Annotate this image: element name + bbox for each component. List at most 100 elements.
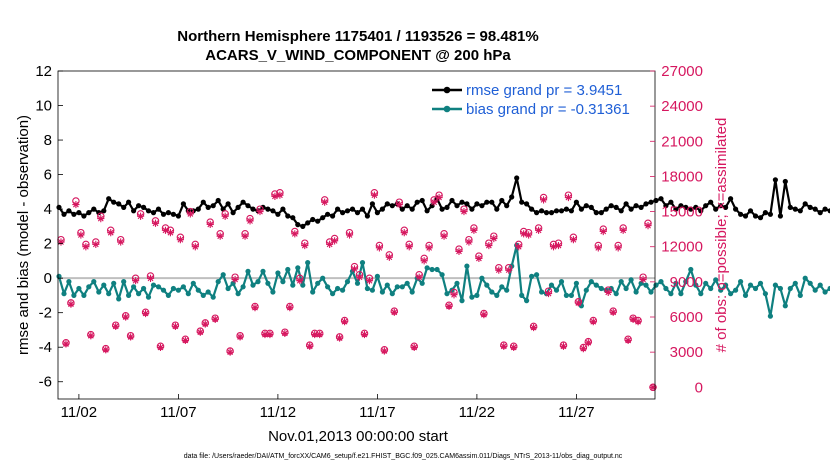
rmse-point [180,201,186,207]
bias-point [807,280,813,286]
bias-point [210,294,216,300]
rmse-point [300,223,306,229]
bias-point [175,287,181,293]
bias-point [71,292,77,298]
bias-point [459,298,465,304]
obs-assimilated-point [136,212,145,220]
rmse-point [698,208,704,214]
bias-point [797,292,803,298]
obs-assimilated-point [594,244,602,252]
obs-assimilated-point [430,198,438,206]
rmse-point [61,211,67,217]
rmse-point [673,206,679,212]
rmse-point [454,203,460,209]
obs-assimilated-point [92,240,100,248]
y-tick-label: 4 [44,201,52,218]
bias-point [195,287,201,293]
rmse-point [200,199,206,205]
x-tick-label: 11/22 [459,404,495,421]
bias-point [145,294,152,300]
obs-assimilated-point [579,345,587,353]
bias-point [76,285,82,292]
obs-assimilated-point [261,330,269,339]
rmse-point [603,206,609,212]
rmse-point [340,210,346,216]
bias-point [772,282,779,288]
chart-subtitle: ACARS_V_WIND_COMPONENT @ 200 hPa [205,47,511,64]
rmse-point [529,206,535,212]
bias-point [131,284,137,290]
rmse-point [578,206,585,212]
rmse-point [643,201,649,207]
bias-point [668,291,674,297]
rmse-point [812,206,818,212]
rmse-point [543,210,550,216]
bias-point [703,280,709,286]
rmse-point [613,204,619,210]
y-right-tick-label: 9000 [670,274,703,291]
rmse-point [479,203,485,209]
obs-assimilated-point [77,231,85,239]
rmse-point [648,199,654,205]
y-right-tick-label: 6000 [670,309,703,326]
obs-assimilated-point [425,244,433,252]
rmse-point [668,199,674,205]
obs-assimilated-point [505,266,513,274]
bias-point [230,280,236,286]
rmse-point [91,206,97,212]
obs-assimilated-point [331,237,339,245]
obs-assimilated-point [539,196,548,204]
rmse-point [499,197,505,204]
rmse-point [116,201,122,207]
obs-assimilated-point [340,318,349,326]
obs-assimilated-point [311,330,319,339]
rmse-point [101,208,107,214]
rmse-point [66,208,72,214]
rmse-point [767,211,774,217]
bias-point [200,292,206,298]
rmse-point [155,206,162,212]
rmse-point [469,206,475,212]
rmse-point [807,204,813,210]
bias-point [354,280,361,286]
bias-point [424,265,430,271]
obs-assimilated-point [614,244,622,252]
legend [426,77,650,121]
bias-point [479,275,485,281]
bias-point [275,270,281,276]
bias-point [708,285,714,292]
rmse-point [703,203,709,209]
obs-assimilated-point [67,300,75,308]
legend-label-bias: bias grand pr = -0.31361 [466,101,630,118]
rmse-point [752,213,759,219]
obs-assimilated-point [475,254,483,263]
obs-assimilated-point [450,291,458,299]
rmse-point [534,210,540,216]
bias-point [185,291,191,297]
bias-point [762,291,769,297]
obs-assimilated-point [122,313,130,321]
obs-assimilated-point [440,232,448,240]
rmse-point [593,210,599,216]
rmse-point [683,204,689,210]
rmse-point [588,204,594,210]
obs-assimilated-point [435,193,443,202]
obs-assimilated-point [166,229,175,237]
bias-point [733,287,739,293]
rmse-point [787,204,793,210]
obs-assimilated-point [559,342,568,350]
bias-point [792,280,798,286]
obs-assimilated-point [241,232,249,240]
rmse-point [708,199,714,205]
obs-assimilated-point [375,244,383,252]
rmse-point [136,203,142,209]
rmse-point [374,210,380,216]
rmse-point [325,211,331,217]
bias-point [548,282,555,288]
rmse-point [86,210,92,216]
bias-point [111,280,117,286]
obs-assimilated-point [644,222,652,230]
bias-point [504,287,510,293]
y-tick-label: 0 [44,270,52,287]
rmse-point [270,208,276,214]
